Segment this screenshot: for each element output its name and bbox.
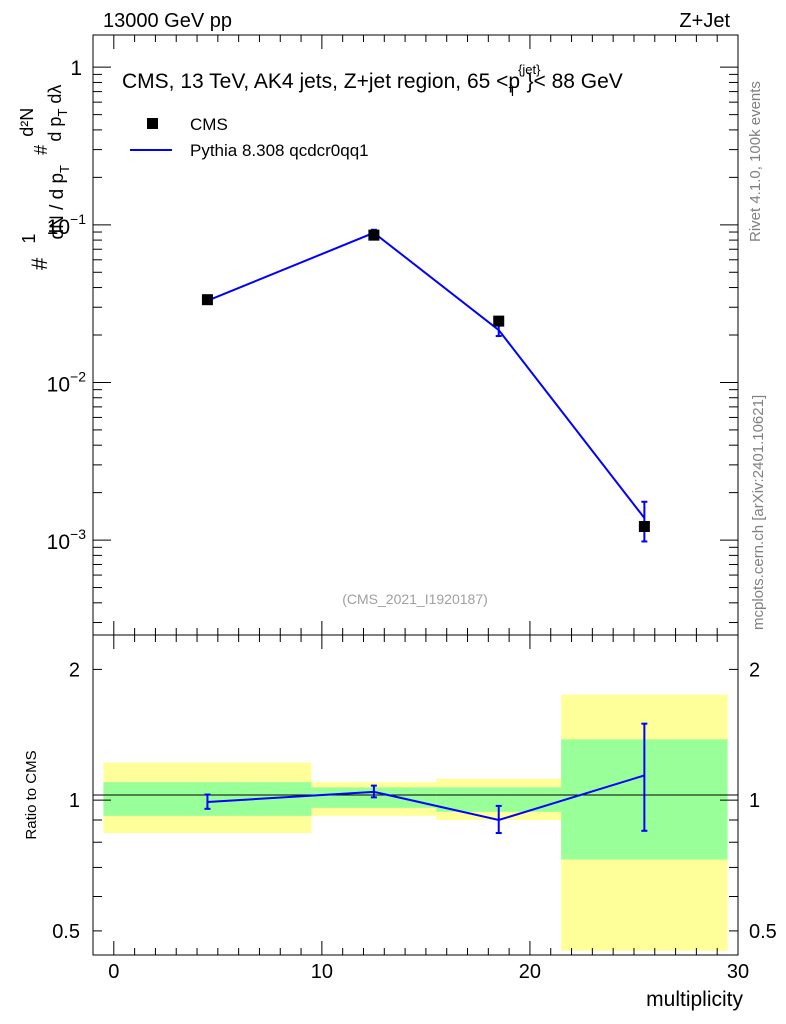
main-y-tick-label: 10−2 (47, 368, 87, 396)
ratio-y-tick-label-right: 1 (749, 790, 760, 812)
analysis-watermark: (CMS_2021_I1920187) (342, 591, 488, 607)
ratio-data-layer (204, 722, 648, 835)
main-y-tick-label: 10−1 (47, 211, 87, 239)
ratio-frame (92, 634, 739, 956)
ratio-panel: 0.5 0.5 1 1 2 2 0 10 20 30 Ratio to CMS multipli… (23, 634, 777, 1011)
ratio-y-tick-label-right: 0.5 (749, 921, 777, 943)
rivet-version-label: Rivet 4.1.0, 100k events (747, 81, 764, 242)
x-tick-label: 10 (311, 961, 333, 983)
x-tick-label: 20 (519, 961, 541, 983)
ratio-y-tick-label-left: 0.5 (52, 921, 80, 943)
main-y-tick-label: 10−3 (47, 526, 87, 554)
legend: CMS Pythia 8.308 qcdcr0qq1 (130, 115, 369, 160)
ratio-line (207, 774, 645, 822)
ratio-uncertainty-bands (103, 694, 728, 951)
ratio-axis-ticks (93, 635, 739, 955)
ratio-y-tick-label-left: 1 (69, 790, 80, 812)
main-y-axis-label: # 1 dN / d pT # d²N d pT dλ (13, 85, 74, 270)
legend-pythia-label: Pythia 8.308 qcdcr0qq1 (190, 141, 369, 160)
ratio-y-tick-label-right: 2 (749, 659, 760, 681)
legend-cms-label: CMS (190, 115, 228, 134)
main-panel: 1 10−1 10−2 10−3 # 1 dN / d pT # d²N d pT d… (13, 34, 739, 636)
legend-cms-marker (147, 118, 158, 129)
cms-data-point (638, 520, 650, 532)
mcplots-reference-label: mcplots.cern.ch [arXiv:2401.10621] (750, 395, 767, 630)
x-tick-label: 0 (108, 961, 119, 983)
x-tick-label: 30 (727, 961, 749, 983)
y-label-hash: # (27, 257, 52, 270)
main-y-tick-labels: 1 10−1 10−2 10−3 (47, 57, 87, 554)
ratio-y-tick-label-left: 2 (69, 659, 80, 681)
main-title: CMS, 13 TeV, AK4 jets, Z+jet region, 65 … (122, 62, 623, 99)
cms-data-point (368, 229, 380, 241)
main-y-tick-label: 1 (70, 57, 82, 80)
svg-text:# 1 dN / d pT: # 1 dN / d pT # d²N d pT dλ (13, 85, 74, 270)
header-collision-label: 13000 GeV pp (103, 10, 232, 32)
ratio-y-axis-label: Ratio to CMS (23, 750, 40, 839)
main-axis-ticks (93, 35, 739, 635)
main-data-layer (201, 228, 650, 543)
ratio-y-tick-labels: 0.5 0.5 1 1 2 2 (52, 659, 777, 942)
pythia-line (207, 231, 646, 519)
ratio-x-tick-labels: 0 10 20 30 (108, 961, 749, 983)
cms-data-point (493, 315, 505, 327)
cms-data-point (201, 294, 213, 306)
header-process-label: Z+Jet (679, 10, 730, 32)
x-axis-label: multiplicity (646, 988, 743, 1011)
